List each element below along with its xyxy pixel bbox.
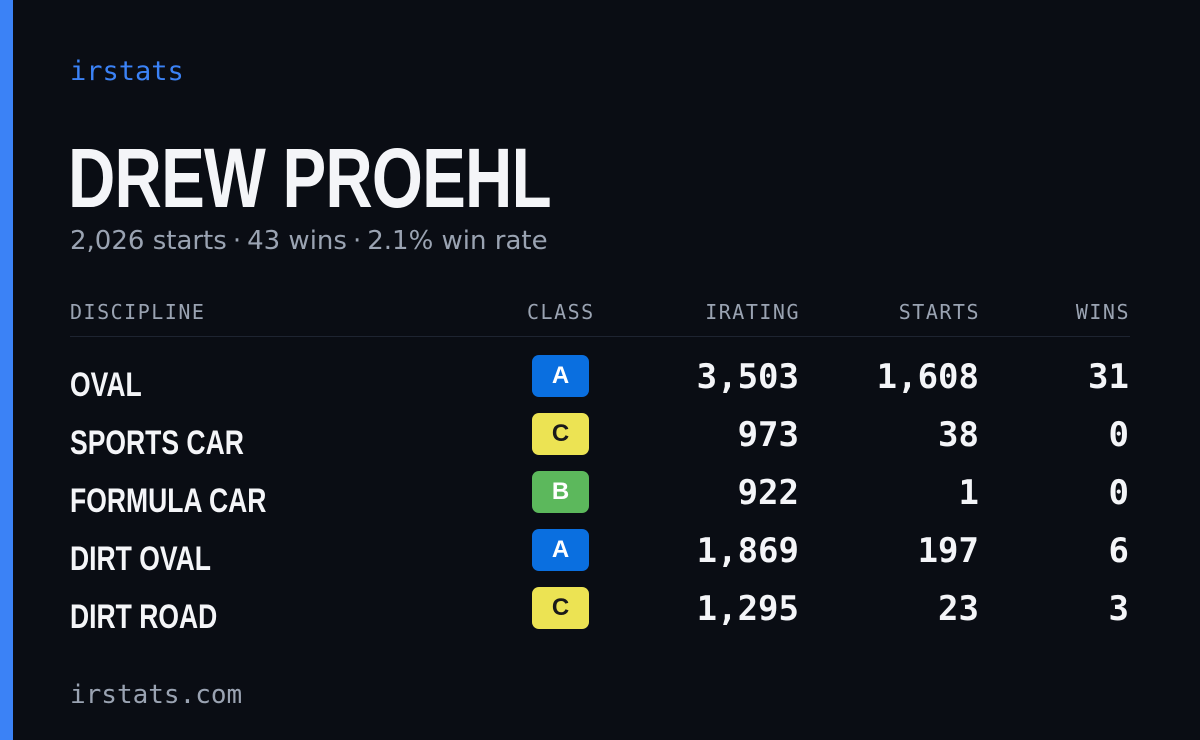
accent-bar xyxy=(0,0,13,740)
summary-separator: · xyxy=(352,226,362,256)
class-badge: A xyxy=(532,355,589,397)
discipline-name: OVAL xyxy=(70,366,142,404)
irating-value: 922 xyxy=(737,473,799,513)
class-badge: C xyxy=(532,413,589,455)
discipline-name: DIRT OVAL xyxy=(70,540,211,578)
wins-value: 6 xyxy=(1108,531,1129,571)
summary-win-rate: 2.1% win rate xyxy=(367,226,548,256)
starts-value: 1,608 xyxy=(876,357,979,397)
table-row: DIRT ROAD C 1,295 23 3 xyxy=(0,587,1200,645)
discipline-name: DIRT ROAD xyxy=(70,598,218,636)
wins-value: 31 xyxy=(1088,357,1129,397)
class-badge: B xyxy=(532,471,589,513)
wins-value: 0 xyxy=(1108,415,1129,455)
irating-value: 3,503 xyxy=(696,357,799,397)
discipline-name: SPORTS CAR xyxy=(70,424,244,462)
column-header-discipline: DISCIPLINE xyxy=(70,300,206,324)
summary-wins: 43 wins xyxy=(247,226,347,256)
irating-value: 1,295 xyxy=(696,589,799,629)
table-row: OVAL A 3,503 1,608 31 xyxy=(0,355,1200,413)
brand-logo: irstats xyxy=(70,56,184,87)
wins-value: 0 xyxy=(1108,473,1129,513)
summary-starts: 2,026 starts xyxy=(70,226,227,256)
column-header-class: CLASS xyxy=(527,300,595,324)
discipline-name: FORMULA CAR xyxy=(70,482,267,520)
table-row: FORMULA CAR B 922 1 0 xyxy=(0,471,1200,529)
column-header-wins: WINS xyxy=(1075,300,1130,324)
driver-summary: 2,026 starts · 43 wins · 2.1% win rate xyxy=(70,226,548,256)
table-row: DIRT OVAL A 1,869 197 6 xyxy=(0,529,1200,587)
starts-value: 197 xyxy=(917,531,979,571)
column-header-irating: IRATING xyxy=(705,300,800,324)
footer-url[interactable]: irstats.com xyxy=(70,680,243,710)
class-badge: A xyxy=(532,529,589,571)
driver-name: DREW PROEHL xyxy=(68,131,552,225)
irating-value: 1,869 xyxy=(696,531,799,571)
irating-value: 973 xyxy=(737,415,799,455)
header-divider xyxy=(70,336,1130,337)
column-header-starts: STARTS xyxy=(898,300,980,324)
class-badge: C xyxy=(532,587,589,629)
starts-value: 1 xyxy=(958,473,979,513)
wins-value: 3 xyxy=(1108,589,1129,629)
starts-value: 23 xyxy=(938,589,979,629)
summary-separator: · xyxy=(232,226,242,256)
table-row: SPORTS CAR C 973 38 0 xyxy=(0,413,1200,471)
starts-value: 38 xyxy=(938,415,979,455)
